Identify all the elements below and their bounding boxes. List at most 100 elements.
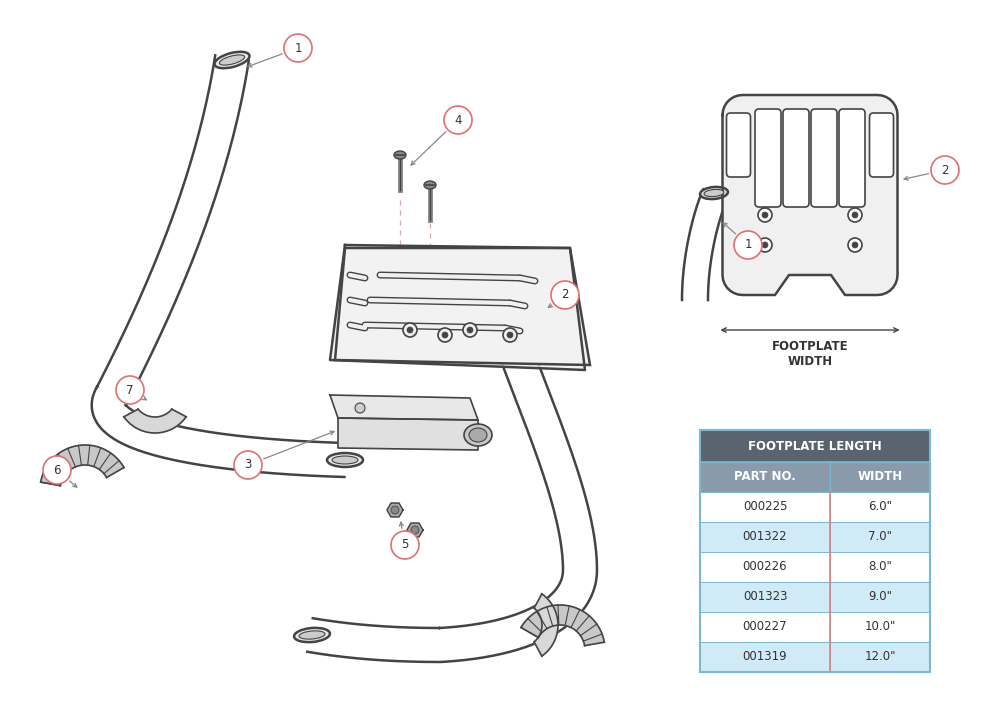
Text: 000225: 000225	[743, 501, 787, 513]
FancyBboxPatch shape	[700, 492, 830, 522]
Polygon shape	[682, 189, 727, 300]
Circle shape	[852, 242, 858, 248]
FancyBboxPatch shape	[726, 113, 750, 177]
Text: 3: 3	[244, 459, 252, 472]
FancyBboxPatch shape	[700, 642, 830, 672]
Text: 001322: 001322	[743, 530, 787, 544]
Text: 000226: 000226	[743, 561, 787, 573]
Circle shape	[762, 212, 768, 218]
Text: 4: 4	[454, 114, 462, 127]
Ellipse shape	[700, 187, 728, 199]
Polygon shape	[407, 523, 423, 537]
Text: PART NO.: PART NO.	[734, 470, 796, 484]
FancyBboxPatch shape	[783, 109, 809, 207]
Text: 9.0": 9.0"	[868, 590, 892, 604]
Polygon shape	[722, 95, 898, 295]
Circle shape	[852, 212, 858, 218]
Circle shape	[734, 231, 762, 259]
Ellipse shape	[294, 628, 330, 642]
FancyBboxPatch shape	[700, 522, 830, 552]
Circle shape	[848, 208, 862, 222]
Ellipse shape	[424, 181, 436, 189]
FancyBboxPatch shape	[839, 109, 865, 207]
Circle shape	[411, 526, 419, 534]
Circle shape	[284, 34, 312, 62]
Polygon shape	[92, 55, 346, 477]
Text: 6.0": 6.0"	[868, 501, 892, 513]
Circle shape	[407, 327, 413, 333]
Circle shape	[551, 281, 579, 309]
Circle shape	[391, 506, 399, 514]
Circle shape	[758, 238, 772, 252]
Polygon shape	[338, 418, 478, 450]
Text: 7: 7	[126, 383, 134, 397]
FancyBboxPatch shape	[830, 552, 930, 582]
Text: 7.0": 7.0"	[868, 530, 892, 544]
Text: 001319: 001319	[743, 650, 787, 663]
Ellipse shape	[299, 631, 325, 639]
Text: FOOTPLATE
WIDTH: FOOTPLATE WIDTH	[772, 340, 848, 368]
Polygon shape	[124, 409, 186, 433]
Ellipse shape	[394, 151, 406, 159]
Text: 2: 2	[561, 288, 569, 301]
Text: 2: 2	[941, 163, 949, 177]
Circle shape	[438, 328, 452, 342]
Ellipse shape	[469, 428, 487, 442]
Polygon shape	[330, 395, 478, 420]
Text: 1: 1	[744, 238, 752, 252]
Polygon shape	[521, 605, 604, 645]
Circle shape	[762, 242, 768, 248]
Circle shape	[463, 323, 477, 337]
Text: 5: 5	[401, 539, 409, 551]
Polygon shape	[307, 344, 597, 662]
Circle shape	[848, 238, 862, 252]
Ellipse shape	[464, 424, 492, 446]
Polygon shape	[534, 594, 558, 656]
Circle shape	[116, 376, 144, 404]
Circle shape	[403, 323, 417, 337]
Polygon shape	[330, 245, 585, 370]
Circle shape	[43, 456, 71, 484]
Circle shape	[391, 531, 419, 559]
Text: 12.0": 12.0"	[864, 650, 896, 663]
Text: 6: 6	[53, 464, 61, 477]
Ellipse shape	[327, 453, 363, 467]
Ellipse shape	[704, 189, 724, 197]
FancyBboxPatch shape	[830, 612, 930, 642]
FancyBboxPatch shape	[830, 522, 930, 552]
Circle shape	[467, 327, 473, 333]
Ellipse shape	[332, 456, 358, 464]
Circle shape	[758, 208, 772, 222]
FancyBboxPatch shape	[830, 462, 930, 492]
Circle shape	[355, 403, 365, 413]
Circle shape	[503, 328, 517, 342]
PathPatch shape	[335, 248, 590, 365]
Circle shape	[234, 451, 262, 479]
Text: WIDTH: WIDTH	[857, 470, 903, 484]
Text: FOOTPLATE LENGTH: FOOTPLATE LENGTH	[748, 440, 882, 452]
Polygon shape	[387, 503, 403, 517]
Text: 000227: 000227	[743, 621, 787, 633]
FancyBboxPatch shape	[811, 109, 837, 207]
Ellipse shape	[219, 55, 245, 65]
Circle shape	[442, 332, 448, 338]
Text: 001323: 001323	[743, 590, 787, 604]
FancyBboxPatch shape	[700, 582, 830, 612]
Text: 10.0": 10.0"	[864, 621, 896, 633]
FancyBboxPatch shape	[830, 582, 930, 612]
FancyBboxPatch shape	[700, 462, 830, 492]
FancyBboxPatch shape	[700, 430, 930, 462]
FancyBboxPatch shape	[870, 113, 894, 177]
FancyBboxPatch shape	[830, 642, 930, 672]
FancyBboxPatch shape	[700, 552, 830, 582]
Circle shape	[444, 106, 472, 134]
Polygon shape	[41, 445, 124, 486]
FancyBboxPatch shape	[700, 612, 830, 642]
Ellipse shape	[215, 52, 249, 68]
Text: 8.0": 8.0"	[868, 561, 892, 573]
Text: 1: 1	[294, 42, 302, 54]
Circle shape	[507, 332, 513, 338]
FancyBboxPatch shape	[830, 492, 930, 522]
FancyBboxPatch shape	[755, 109, 781, 207]
Circle shape	[931, 156, 959, 184]
